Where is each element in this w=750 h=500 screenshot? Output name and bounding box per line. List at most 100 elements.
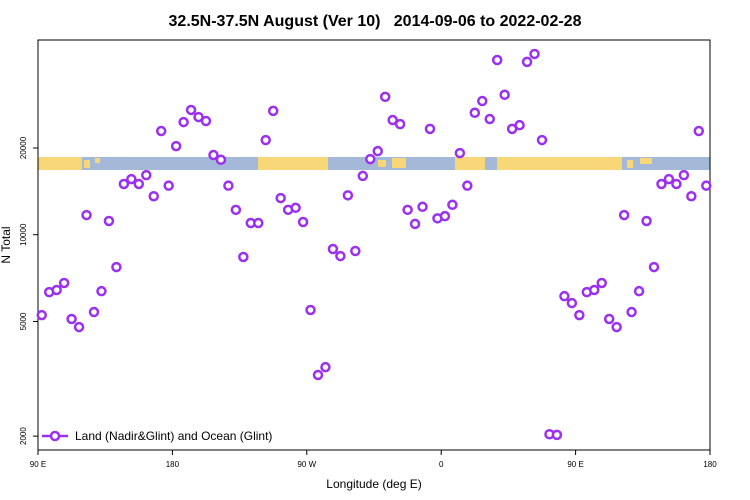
data-point — [193, 111, 204, 123]
data-point — [365, 153, 376, 165]
data-point — [574, 309, 585, 321]
data-point — [663, 173, 675, 185]
data-point — [148, 190, 159, 202]
data-point — [260, 134, 271, 146]
data-point — [170, 140, 182, 152]
data-point — [387, 114, 398, 126]
data-point — [379, 91, 391, 103]
data-point — [491, 54, 503, 66]
x-tick-label: 90 E — [567, 460, 583, 469]
data-point — [36, 309, 47, 321]
data-point — [701, 180, 712, 191]
data-point — [88, 306, 100, 318]
data-point — [372, 145, 383, 157]
data-point — [327, 243, 339, 255]
data-point — [185, 104, 197, 116]
data-point — [551, 429, 563, 441]
data-point — [267, 105, 279, 117]
data-point — [96, 285, 107, 297]
data-point — [275, 192, 286, 204]
land-strip — [84, 160, 90, 168]
data-point — [335, 250, 346, 262]
data-point — [477, 95, 488, 107]
data-point — [454, 147, 466, 159]
data-point — [469, 107, 481, 119]
data-point — [559, 290, 570, 302]
data-point — [693, 125, 705, 137]
data-point — [290, 202, 301, 214]
data-point — [66, 313, 77, 325]
data-point — [424, 123, 436, 135]
data-point — [230, 204, 242, 216]
data-point — [618, 209, 630, 221]
data-point — [671, 178, 682, 190]
data-point — [58, 277, 70, 289]
data-point — [462, 180, 473, 191]
data-point — [305, 304, 316, 316]
legend-label: Land (Nadir&Glint) and Ocean (Glint) — [75, 429, 272, 443]
data-point — [447, 199, 458, 211]
plot-frame — [37, 39, 711, 451]
data-point — [118, 178, 130, 190]
x-tick-label: 90 W — [297, 460, 316, 469]
data-point — [103, 215, 115, 227]
data-point — [320, 361, 331, 373]
data-point — [357, 170, 369, 182]
data-point — [417, 201, 428, 213]
data-point — [394, 118, 406, 130]
data-point — [521, 56, 533, 68]
chart-title: 32.5N-37.5N August (Ver 10) 2014-09-06 t… — [169, 13, 582, 30]
data-point — [342, 190, 354, 201]
data-point — [238, 251, 249, 263]
data-point — [633, 285, 645, 297]
land-strip — [378, 160, 386, 167]
y-axis-label: N Total — [0, 226, 13, 263]
y-tick-label: 10000 — [19, 223, 28, 246]
data-point — [648, 261, 660, 273]
land-strip — [497, 157, 622, 170]
data-point — [529, 48, 540, 60]
x-axis-label: Longitude (deg E) — [326, 477, 421, 491]
data-point — [208, 149, 219, 161]
data-point — [155, 125, 167, 137]
data-point — [439, 210, 451, 222]
data-point — [350, 245, 361, 257]
data-point — [678, 169, 690, 181]
land-strip — [392, 158, 406, 168]
data-point — [312, 369, 324, 381]
land-strip — [640, 158, 652, 164]
data-point — [223, 180, 234, 191]
y-tick-label: 2000 — [19, 427, 28, 445]
land-strip — [627, 160, 633, 168]
data-point — [297, 216, 309, 228]
data-point — [589, 284, 600, 296]
data-point — [656, 178, 667, 190]
x-tick-label: 180 — [166, 460, 180, 469]
x-tick-label: 90 E — [30, 460, 46, 469]
data-point — [611, 321, 622, 333]
data-point — [215, 154, 227, 166]
data-point — [402, 204, 413, 216]
data-point — [81, 209, 92, 221]
data-point — [253, 217, 264, 229]
data-point — [200, 115, 212, 127]
data-point — [133, 178, 145, 190]
data-point — [536, 134, 548, 146]
y-tick-label: 5000 — [19, 312, 28, 330]
data-point — [163, 180, 174, 191]
legend-marker — [49, 430, 61, 442]
map-strip — [38, 157, 710, 170]
data-point — [141, 169, 152, 181]
data-point — [626, 306, 637, 318]
data-point — [409, 218, 421, 230]
x-tick-label: 0 — [439, 460, 444, 469]
data-point — [603, 313, 615, 325]
data-point — [51, 284, 62, 296]
land-strip — [258, 157, 328, 170]
land-strip — [455, 157, 485, 170]
data-point — [484, 113, 495, 125]
land-strip — [38, 157, 82, 170]
data-point — [596, 277, 607, 289]
